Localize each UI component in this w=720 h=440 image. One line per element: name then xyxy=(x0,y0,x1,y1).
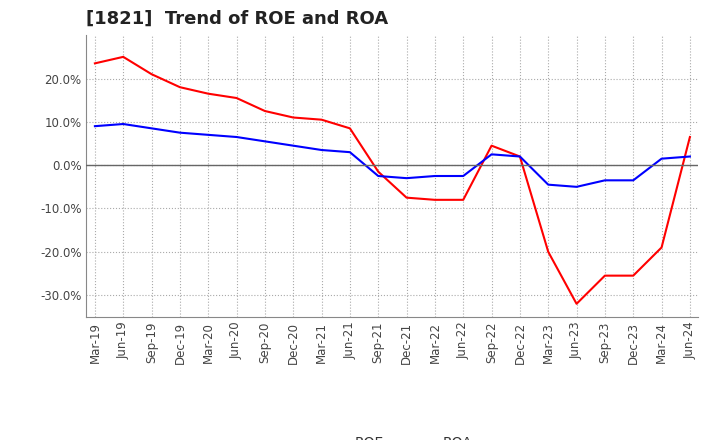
ROE xyxy=(176,84,184,90)
ROA xyxy=(374,173,382,179)
ROE xyxy=(629,273,637,278)
ROE xyxy=(402,195,411,200)
ROA xyxy=(91,124,99,129)
ROA xyxy=(657,156,666,161)
ROA xyxy=(685,154,694,159)
ROE xyxy=(431,197,439,202)
ROA xyxy=(544,182,552,187)
ROE xyxy=(346,126,354,131)
Line: ROA: ROA xyxy=(95,124,690,187)
ROA xyxy=(600,178,609,183)
ROE xyxy=(459,197,467,202)
ROA xyxy=(176,130,184,136)
ROE xyxy=(685,134,694,139)
ROA xyxy=(629,178,637,183)
ROE xyxy=(544,249,552,254)
ROE xyxy=(318,117,326,122)
ROE xyxy=(487,143,496,148)
ROE xyxy=(233,95,241,101)
ROE xyxy=(148,72,156,77)
ROA xyxy=(148,126,156,131)
ROA xyxy=(289,143,297,148)
ROA xyxy=(572,184,581,190)
ROE xyxy=(572,301,581,306)
ROA xyxy=(233,134,241,139)
ROA xyxy=(204,132,212,137)
ROA xyxy=(487,152,496,157)
ROE xyxy=(374,169,382,174)
Legend: ROE, ROA: ROE, ROA xyxy=(307,431,477,440)
ROA xyxy=(346,150,354,155)
ROE xyxy=(204,91,212,96)
ROA xyxy=(119,121,127,127)
ROE xyxy=(516,154,524,159)
ROA xyxy=(318,147,326,153)
ROE xyxy=(289,115,297,120)
ROA xyxy=(516,154,524,159)
Text: [1821]  Trend of ROE and ROA: [1821] Trend of ROE and ROA xyxy=(86,10,389,28)
Line: ROE: ROE xyxy=(95,57,690,304)
ROE xyxy=(261,108,269,114)
ROE xyxy=(657,245,666,250)
ROE xyxy=(119,54,127,59)
ROA xyxy=(459,173,467,179)
ROA xyxy=(402,176,411,181)
ROE xyxy=(91,61,99,66)
ROE xyxy=(600,273,609,278)
ROA xyxy=(431,173,439,179)
ROA xyxy=(261,139,269,144)
